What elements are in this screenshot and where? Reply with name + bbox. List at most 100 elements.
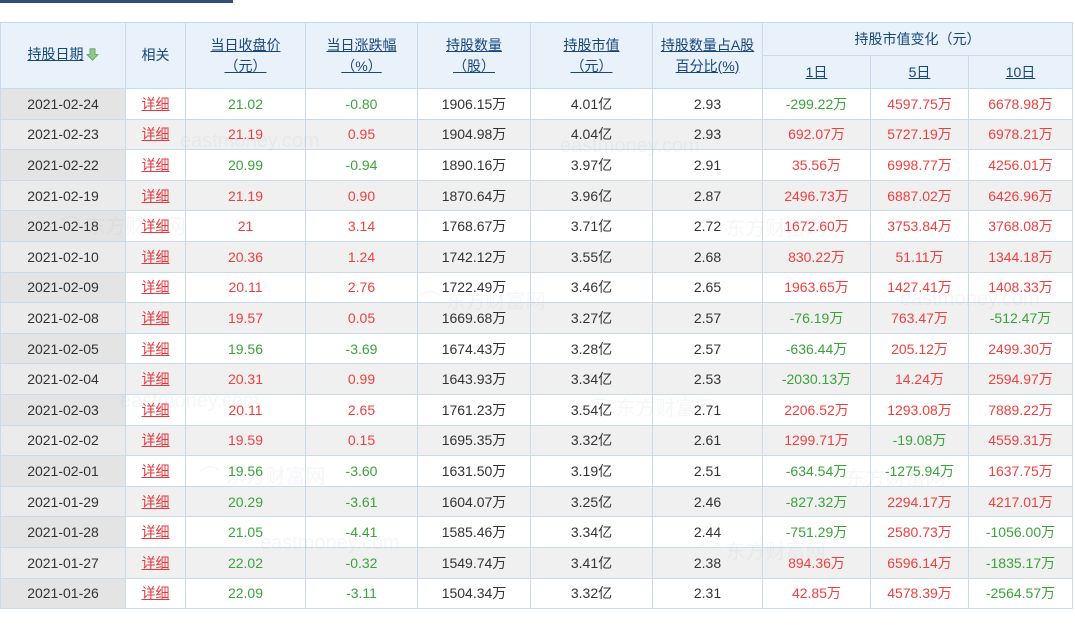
col-header-related: 相关 bbox=[125, 22, 186, 89]
related-cell: 详细 bbox=[125, 424, 186, 457]
col-header-10day[interactable]: 10日 bbox=[967, 55, 1074, 89]
related-cell: 详细 bbox=[125, 210, 186, 242]
col-header-close-line2[interactable]: （元） bbox=[224, 57, 267, 74]
date-cell: 2021-02-04 bbox=[0, 363, 126, 395]
value-change-5day-cell: 205.12万 bbox=[870, 332, 969, 365]
detail-link[interactable]: 详细 bbox=[141, 187, 170, 204]
detail-link[interactable]: 详细 bbox=[141, 432, 170, 449]
detail-link[interactable]: 详细 bbox=[141, 218, 170, 235]
detail-link[interactable]: 详细 bbox=[141, 493, 170, 510]
value-change-5day-cell: 14.24万 bbox=[870, 363, 969, 395]
date-cell: 2021-01-26 bbox=[0, 577, 126, 610]
shares-cell: 1768.67万 bbox=[417, 210, 531, 242]
col-header-10day-label[interactable]: 10日 bbox=[1005, 63, 1036, 80]
pct-of-a-shares-cell: 2.65 bbox=[652, 271, 763, 304]
col-header-change-line2[interactable]: （%） bbox=[341, 57, 382, 74]
shares-cell: 1906.15万 bbox=[417, 88, 531, 120]
sort-descending-icon[interactable] bbox=[85, 46, 99, 66]
shares-cell: 1722.49万 bbox=[417, 271, 531, 304]
shares-cell: 1674.43万 bbox=[417, 332, 531, 365]
change-pct-cell: 2.65 bbox=[305, 393, 418, 426]
detail-link[interactable]: 详细 bbox=[141, 371, 170, 388]
col-header-5day[interactable]: 5日 bbox=[870, 55, 969, 89]
col-header-change-pct[interactable]: 当日涨跌幅 （%） bbox=[305, 22, 418, 89]
related-cell: 详细 bbox=[125, 332, 186, 365]
change-pct-cell: 3.14 bbox=[305, 210, 418, 242]
close-price-cell: 22.02 bbox=[185, 546, 306, 579]
col-header-change-line1[interactable]: 当日涨跌幅 bbox=[326, 37, 397, 54]
detail-link[interactable]: 详细 bbox=[141, 524, 170, 541]
detail-link[interactable]: 详细 bbox=[141, 554, 170, 571]
col-header-5day-label[interactable]: 5日 bbox=[908, 63, 931, 80]
col-header-close-line1[interactable]: 当日收盘价 bbox=[210, 37, 281, 54]
value-change-1day-cell: -751.29万 bbox=[762, 516, 871, 548]
pct-of-a-shares-cell: 2.68 bbox=[652, 240, 763, 273]
value-change-10day-cell: 6426.96万 bbox=[967, 179, 1074, 212]
col-header-date-label[interactable]: 持股日期 bbox=[27, 46, 84, 63]
detail-link[interactable]: 详细 bbox=[141, 340, 170, 357]
pct-of-a-shares-cell: 2.57 bbox=[652, 302, 763, 334]
change-pct-cell: 0.05 bbox=[305, 302, 418, 334]
table-row: 2021-01-26 详细 22.09 -3.11 1504.34万 3.32亿… bbox=[0, 577, 1074, 610]
col-header-1day[interactable]: 1日 bbox=[762, 55, 871, 89]
change-pct-cell: -0.32 bbox=[305, 546, 418, 579]
value-change-1day-cell: -76.19万 bbox=[762, 302, 871, 334]
value-change-1day-cell: -299.22万 bbox=[762, 88, 871, 120]
close-price-cell: 21 bbox=[185, 210, 306, 242]
detail-link[interactable]: 详细 bbox=[141, 462, 170, 479]
value-change-1day-cell: 894.36万 bbox=[762, 546, 871, 579]
table-row: 2021-02-03 详细 20.11 2.65 1761.23万 3.54亿 … bbox=[0, 393, 1074, 426]
related-cell: 详细 bbox=[125, 516, 186, 548]
value-change-5day-cell: 1293.08万 bbox=[870, 393, 969, 426]
col-header-shares-line2[interactable]: （股） bbox=[453, 57, 495, 74]
market-value-cell: 3.19亿 bbox=[530, 455, 653, 487]
value-change-10day-cell: 4256.01万 bbox=[967, 149, 1074, 181]
detail-link[interactable]: 详细 bbox=[141, 95, 170, 112]
col-header-value-line1[interactable]: 持股市值 bbox=[563, 37, 620, 54]
col-header-value-line2[interactable]: （元） bbox=[570, 57, 613, 74]
detail-link[interactable]: 详细 bbox=[141, 126, 170, 143]
change-pct-cell: -0.80 bbox=[305, 88, 418, 120]
pct-of-a-shares-cell: 2.61 bbox=[652, 424, 763, 457]
detail-link[interactable]: 详细 bbox=[141, 279, 170, 296]
value-change-5day-cell: -19.08万 bbox=[870, 424, 969, 457]
close-price-cell: 22.09 bbox=[185, 577, 306, 610]
value-change-5day-cell: 4597.75万 bbox=[870, 88, 969, 120]
table-row: 2021-02-09 详细 20.11 2.76 1722.49万 3.46亿 … bbox=[0, 271, 1074, 304]
col-header-shares[interactable]: 持股数量 （股） bbox=[417, 22, 531, 89]
col-header-value-change-label: 持股市值变化（元） bbox=[854, 30, 981, 47]
col-header-pct-line1[interactable]: 持股数量占A股 bbox=[660, 37, 755, 54]
close-price-cell: 19.56 bbox=[185, 332, 306, 365]
detail-link[interactable]: 详细 bbox=[141, 248, 170, 265]
detail-link[interactable]: 详细 bbox=[141, 401, 170, 418]
col-header-1day-label[interactable]: 1日 bbox=[805, 63, 828, 80]
change-pct-cell: -3.61 bbox=[305, 485, 418, 518]
detail-link[interactable]: 详细 bbox=[141, 585, 170, 602]
change-pct-cell: -3.69 bbox=[305, 332, 418, 365]
shares-cell: 1870.64万 bbox=[417, 179, 531, 212]
col-header-pct-line2[interactable]: 百分比(%) bbox=[675, 57, 740, 74]
pct-of-a-shares-cell: 2.71 bbox=[652, 393, 763, 426]
shares-cell: 1549.74万 bbox=[417, 546, 531, 579]
value-change-1day-cell: -2030.13万 bbox=[762, 363, 871, 395]
table-header: 持股日期 相关 当日收盘价 （元） 当日涨跌幅 （%） 持股数量 （股） bbox=[0, 22, 1074, 89]
close-price-cell: 19.56 bbox=[185, 455, 306, 487]
value-change-5day-cell: 2294.17万 bbox=[870, 485, 969, 518]
col-header-market-value[interactable]: 持股市值 （元） bbox=[530, 22, 653, 89]
pct-of-a-shares-cell: 2.93 bbox=[652, 88, 763, 120]
shares-cell: 1631.50万 bbox=[417, 455, 531, 487]
related-cell: 详细 bbox=[125, 363, 186, 395]
value-change-1day-cell: -636.44万 bbox=[762, 332, 871, 365]
detail-link[interactable]: 详细 bbox=[141, 309, 170, 326]
change-pct-cell: 2.76 bbox=[305, 271, 418, 304]
value-change-5day-cell: 5727.19万 bbox=[870, 118, 969, 151]
col-header-date[interactable]: 持股日期 bbox=[0, 22, 126, 89]
value-change-5day-cell: 51.11万 bbox=[870, 240, 969, 273]
detail-link[interactable]: 详细 bbox=[141, 156, 170, 173]
value-change-1day-cell: 1963.65万 bbox=[762, 271, 871, 304]
pct-of-a-shares-cell: 2.87 bbox=[652, 179, 763, 212]
table-row: 2021-02-04 详细 20.31 0.99 1643.93万 3.34亿 … bbox=[0, 363, 1074, 395]
col-header-pct-of-a-shares[interactable]: 持股数量占A股 百分比(%) bbox=[652, 22, 763, 89]
col-header-shares-line1[interactable]: 持股数量 bbox=[446, 37, 502, 54]
col-header-close-price[interactable]: 当日收盘价 （元） bbox=[185, 22, 306, 89]
